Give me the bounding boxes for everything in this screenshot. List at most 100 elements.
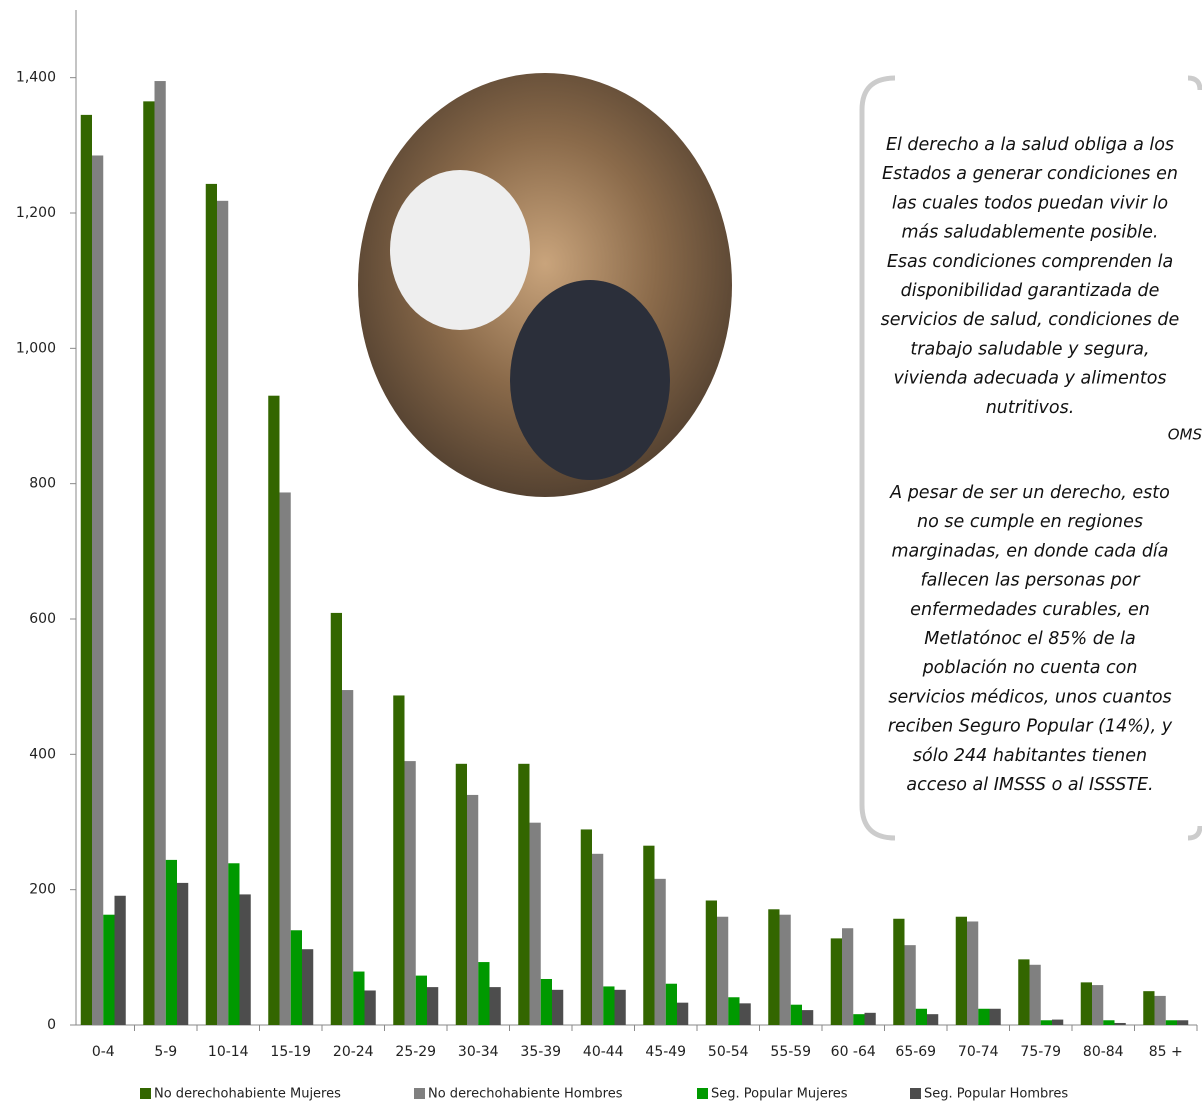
legend-swatch: [414, 1088, 425, 1099]
bar: [580, 829, 592, 1025]
legend-swatch: [140, 1088, 151, 1099]
bar: [728, 997, 740, 1025]
bar: [427, 987, 439, 1025]
quote-line: Estados a generar condiciones en: [882, 164, 1178, 184]
bar: [80, 114, 92, 1026]
bar: [677, 1002, 689, 1025]
bar: [989, 1008, 1001, 1025]
bar: [1080, 982, 1092, 1025]
bar: [330, 612, 342, 1025]
note-line: reciben Seguro Popular (14%), y: [888, 717, 1173, 737]
legend-label: No derechohabiente Mujeres: [154, 1087, 341, 1102]
bar: [393, 695, 405, 1025]
x-tick-label: 5-9: [154, 1044, 177, 1060]
bar: [654, 878, 666, 1025]
bar: [830, 938, 842, 1025]
bar: [177, 882, 189, 1025]
bar: [165, 859, 177, 1025]
quote-line: servicios de salud, condiciones de: [881, 310, 1180, 330]
bar: [455, 763, 467, 1025]
x-tick-label: 65-69: [895, 1044, 936, 1060]
photo-detail: [390, 170, 530, 330]
bar: [790, 1004, 802, 1025]
bar: [893, 918, 905, 1025]
bar: [915, 1008, 927, 1025]
note-line: servicios médicos, unos cuantos: [888, 687, 1171, 707]
bar: [864, 1012, 876, 1025]
bar: [717, 916, 729, 1025]
legend-label: Seg. Popular Hombres: [924, 1087, 1068, 1102]
bar: [114, 895, 126, 1025]
bar: [404, 761, 416, 1025]
note-line: acceso al IMSSS o al ISSSTE.: [906, 775, 1153, 795]
quote-line: El derecho a la salud obliga a los: [886, 135, 1174, 155]
quote-line: disponibilidad garantizada de: [901, 281, 1160, 301]
bar: [978, 1008, 990, 1025]
legend-swatch: [697, 1088, 708, 1099]
legend-swatch: [910, 1088, 921, 1099]
x-tick-label: 85 +: [1149, 1044, 1183, 1060]
x-tick-label: 40-44: [583, 1044, 624, 1060]
bar: [217, 200, 229, 1025]
bar: [342, 690, 354, 1025]
bar: [603, 986, 615, 1025]
y-tick-label: 200: [29, 882, 56, 898]
bar: [1092, 985, 1104, 1025]
bar: [302, 949, 314, 1025]
bar: [967, 921, 979, 1025]
bar: [1114, 1022, 1126, 1025]
x-tick-label: 60 -64: [831, 1044, 876, 1060]
bar: [614, 989, 626, 1025]
x-tick-label: 35-39: [520, 1044, 561, 1060]
quote-line: trabajo saludable y segura,: [910, 339, 1149, 359]
bar: [489, 987, 501, 1025]
quote-line: vivienda adecuada y alimentos: [893, 369, 1166, 389]
y-tick-label: 1,200: [16, 205, 56, 221]
legend-label: Seg. Popular Mujeres: [711, 1087, 848, 1102]
note-line: sólo 244 habitantes tienen: [913, 746, 1147, 766]
bar: [1029, 964, 1041, 1025]
quote-line: las cuales todos puedan vivir lo: [892, 193, 1168, 213]
bar: [1052, 1019, 1064, 1025]
y-tick-label: 600: [29, 611, 56, 627]
bar: [1103, 1020, 1115, 1025]
y-tick-label: 400: [29, 746, 56, 762]
bar: [529, 822, 541, 1025]
x-tick-label: 80-84: [1083, 1044, 1124, 1060]
bar: [955, 916, 967, 1025]
bar: [92, 155, 104, 1025]
quote-line: nutritivos.: [986, 398, 1075, 418]
bar: [290, 930, 302, 1025]
quote-line: Esas condiciones comprenden la: [887, 252, 1173, 272]
note-line: fallecen las personas por: [920, 571, 1141, 591]
bar: [1018, 959, 1030, 1025]
x-tick-label: 10-14: [208, 1044, 249, 1060]
bar: [592, 853, 604, 1025]
bar: [518, 763, 530, 1025]
x-tick-label: 15-19: [270, 1044, 311, 1060]
bar: [353, 971, 365, 1025]
x-tick-label: 70-74: [958, 1044, 999, 1060]
x-tick-label: 0-4: [92, 1044, 115, 1060]
bar: [540, 978, 552, 1025]
bar: [552, 989, 564, 1025]
bracket: [1187, 75, 1202, 841]
bar: [478, 962, 490, 1025]
bar: [779, 914, 791, 1025]
bar: [842, 928, 854, 1025]
bar: [665, 983, 677, 1025]
bar: [467, 794, 479, 1025]
y-tick-label: 1,400: [16, 70, 56, 86]
quote-source: OMS: [1168, 426, 1202, 444]
bar: [205, 183, 217, 1026]
bar: [643, 845, 655, 1025]
y-tick-label: 800: [29, 476, 56, 492]
legend-label: No derechohabiente Hombres: [428, 1087, 623, 1102]
bar: [802, 1010, 814, 1025]
x-tick-label: 45-49: [645, 1044, 686, 1060]
x-tick-label: 20-24: [333, 1044, 374, 1060]
bar: [705, 900, 717, 1025]
note-line: enfermedades curables, en: [910, 600, 1150, 620]
note-line: no se cumple en regiones: [917, 512, 1143, 532]
